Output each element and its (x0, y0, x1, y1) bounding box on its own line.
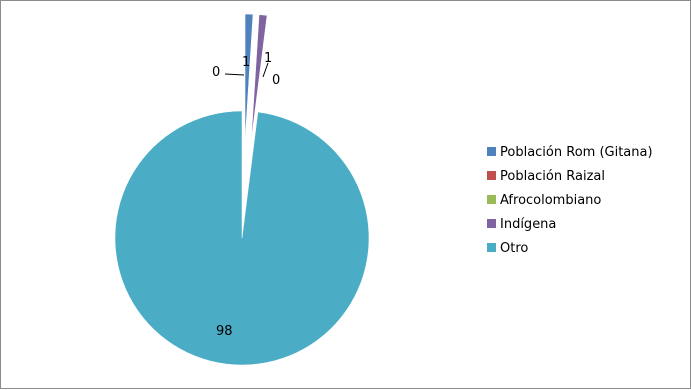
legend-swatch-indigena (487, 219, 496, 228)
data-label-rom: 1 (242, 55, 250, 70)
leader-lines (224, 62, 269, 78)
legend-item-indigena: Indígena (487, 217, 556, 232)
legend-swatch-afro (487, 195, 496, 204)
leader-line-raizal (224, 73, 245, 76)
legend: Población Rom (Gitana) Población Raizal … (487, 145, 653, 256)
legend-label-raizal: Población Raizal (500, 169, 605, 184)
legend-item-raizal: Población Raizal (487, 169, 605, 184)
pie-slice-otro (114, 110, 370, 366)
legend-label-otro: Otro (500, 241, 528, 256)
data-label-otro: 98 (216, 324, 233, 339)
legend-label-afro: Afrocolombiano (500, 193, 601, 208)
legend-swatch-rom (487, 147, 496, 156)
legend-item-afro: Afrocolombiano (487, 193, 601, 208)
pie-slice-indigena (250, 14, 268, 142)
pie-slices (114, 13, 370, 366)
legend-item-otro: Otro (487, 241, 528, 256)
legend-swatch-otro (487, 243, 496, 252)
legend-label-rom: Población Rom (Gitana) (500, 145, 653, 160)
legend-swatch-raizal (487, 171, 496, 180)
data-label-afro: 0 (272, 73, 280, 88)
data-labels: 1 0 1 0 98 (212, 51, 280, 339)
data-label-indigena: 1 (264, 51, 272, 66)
legend-item-rom: Población Rom (Gitana) (487, 145, 653, 160)
legend-label-indigena: Indígena (500, 217, 556, 232)
data-label-raizal: 0 (212, 65, 220, 80)
pie-slice-rom (244, 13, 254, 142)
leader-line-afro (262, 62, 269, 78)
